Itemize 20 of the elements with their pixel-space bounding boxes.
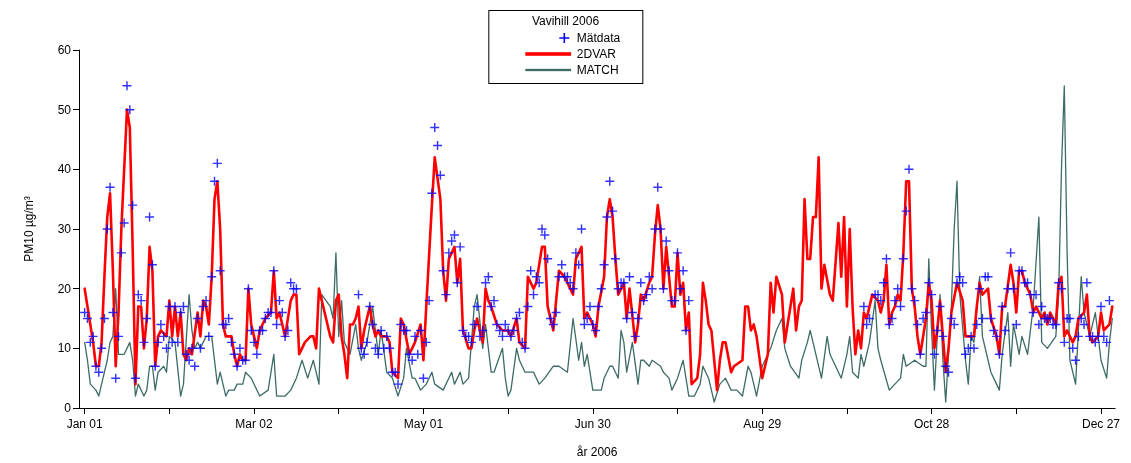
- y-tick-label: 10: [57, 341, 72, 356]
- y-tick-label: 50: [57, 102, 72, 117]
- y-tick-label: 60: [57, 43, 72, 57]
- x-tick-label: Dec 27: [1081, 417, 1121, 431]
- x-axis-title: år 2006: [576, 445, 618, 459]
- x-tick-label: Jan 01: [66, 417, 103, 431]
- x-tick-label: Oct 28: [913, 417, 950, 431]
- y-tick-label: 30: [57, 222, 72, 236]
- legend-title: Vavihill 2006: [530, 14, 601, 28]
- y-tick-label: 20: [57, 281, 72, 296]
- x-tick-label: May 01: [403, 417, 444, 431]
- x-tick-label: Aug 29: [743, 417, 782, 431]
- legend-label: 2DVAR: [576, 47, 616, 61]
- x-tick-label: Jun 30: [574, 417, 612, 431]
- legend-label: Mätdata: [576, 31, 621, 45]
- y-axis-title: PM10 µg/m³: [22, 196, 36, 262]
- legend-label: MATCH: [576, 63, 619, 77]
- x-tick-label: Mar 02: [235, 417, 274, 431]
- y-tick-label: 40: [57, 162, 72, 177]
- y-tick-label: 0: [64, 401, 72, 415]
